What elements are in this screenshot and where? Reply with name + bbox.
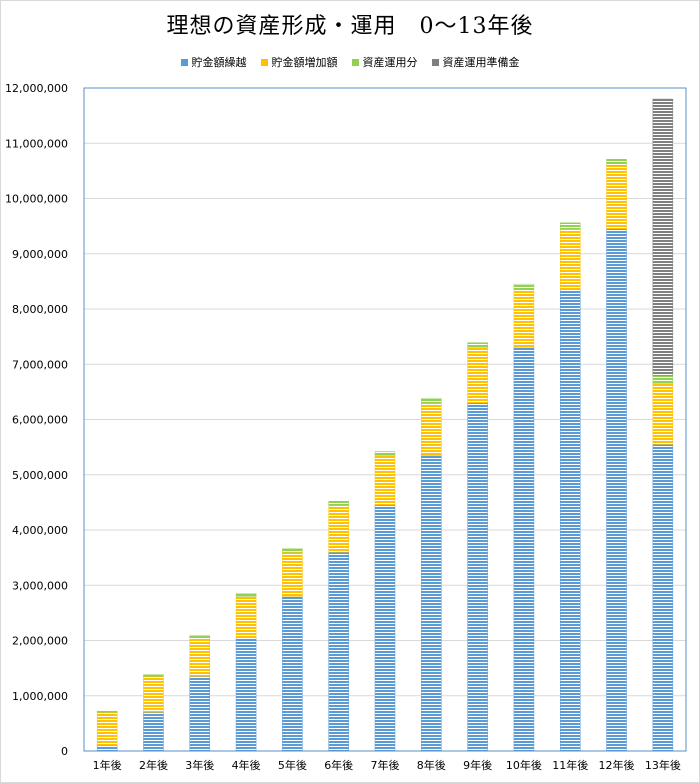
x-tick-label: 10年後 [506, 758, 542, 772]
y-tick-label: 8,000,000 [12, 303, 68, 316]
bar-segment [513, 289, 535, 348]
x-tick-label: 6年後 [324, 758, 353, 772]
bar-segment [189, 637, 211, 677]
bar-segment [282, 596, 303, 752]
y-tick-label: 11,000,000 [5, 137, 68, 150]
y-tick-label: 1,000,000 [12, 690, 68, 703]
bar-segment [143, 674, 164, 677]
bar-segment [606, 165, 627, 230]
x-tick-label: 11年後 [552, 758, 588, 772]
bar-segment [421, 402, 442, 456]
bar-segment [374, 455, 396, 506]
bar-segment [282, 548, 303, 553]
y-tick-label: 0 [61, 745, 68, 758]
bar-segment [189, 676, 211, 752]
bar-segment [328, 551, 349, 752]
bar-segment [467, 402, 488, 752]
chart-legend: 貯金額繰越 貯金額増加額 資産運用分 資産運用準備金 [0, 54, 700, 70]
bars [96, 98, 674, 752]
bar-segment [421, 398, 442, 404]
legend-label: 貯金額繰越 [191, 56, 247, 69]
x-tick-label: 13年後 [645, 758, 681, 772]
bar-segment [559, 228, 581, 290]
x-tick-label: 12年後 [599, 758, 635, 772]
legend-swatch [180, 58, 188, 66]
legend-item: 貯金額繰越 [180, 54, 247, 70]
y-tick-label: 7,000,000 [12, 358, 68, 371]
y-tick-label: 2,000,000 [12, 635, 68, 648]
x-tick-label: 4年後 [232, 758, 261, 772]
legend-item: 貯金額増加額 [260, 54, 338, 70]
legend-swatch [431, 58, 439, 66]
bar-segment [282, 551, 303, 597]
bar-segment [513, 347, 535, 752]
y-axis-ticks: 0 1,000,000 2,000,000 3,000,000 4,000,000 5,0… [5, 82, 68, 758]
bar-segment [559, 289, 581, 752]
bar-segment [328, 501, 349, 506]
legend-swatch [260, 58, 268, 66]
bar-segment [96, 710, 118, 713]
bar-segment [235, 596, 257, 638]
bar-segment [421, 455, 442, 752]
legend-swatch [351, 58, 359, 66]
bar-segment [559, 222, 581, 230]
bar-segment [652, 444, 674, 752]
bar-segment [652, 383, 674, 445]
x-tick-label: 2年後 [139, 758, 168, 772]
bar-segment [143, 676, 164, 713]
bar-segment [513, 283, 535, 290]
legend-label: 資産運用準備金 [442, 56, 520, 69]
legend-label: 貯金額増加額 [271, 56, 338, 69]
y-tick-label: 10,000,000 [5, 193, 68, 206]
bar-segment [374, 451, 396, 456]
bar-segment [189, 635, 211, 638]
y-tick-label: 5,000,000 [12, 469, 68, 482]
y-tick-label: 6,000,000 [12, 414, 68, 427]
bar-segment [652, 98, 674, 376]
plot-border [83, 87, 687, 752]
bar-segment [96, 712, 118, 746]
bar-segment [467, 342, 488, 348]
x-axis-ticks: 1年後 2年後 3年後 4年後 5年後 6年後 7年後 8年後 9年後 10年後 11年後 12年後 1… [93, 758, 681, 772]
legend-item: 資産運用準備金 [431, 54, 520, 70]
bar-segment [606, 159, 627, 166]
gridlines [84, 142, 686, 697]
bar-segment [652, 375, 674, 384]
legend-item: 資産運用分 [351, 54, 418, 70]
y-tick-label: 9,000,000 [12, 248, 68, 261]
bar-segment [96, 745, 118, 752]
bar-segment [143, 712, 164, 752]
chart-title: 理想の資産形成・運用 0～13年後 [166, 14, 534, 39]
bar-segment [606, 228, 627, 752]
x-tick-label: 5年後 [278, 758, 307, 772]
x-tick-label: 9年後 [463, 758, 492, 772]
bar-segment [328, 504, 349, 553]
bar-segment [235, 593, 257, 597]
y-tick-label: 4,000,000 [12, 524, 68, 537]
x-tick-label: 8年後 [417, 758, 446, 772]
y-tick-label: 3,000,000 [12, 579, 68, 592]
x-tick-label: 7年後 [371, 758, 400, 772]
x-tick-label: 1年後 [93, 758, 122, 772]
x-tick-label: 3年後 [185, 758, 214, 772]
legend-label: 資産運用分 [362, 56, 418, 69]
bar-segment [467, 347, 488, 404]
y-tick-label: 12,000,000 [5, 82, 68, 95]
bar-segment [235, 637, 257, 752]
bar-segment [374, 504, 396, 752]
